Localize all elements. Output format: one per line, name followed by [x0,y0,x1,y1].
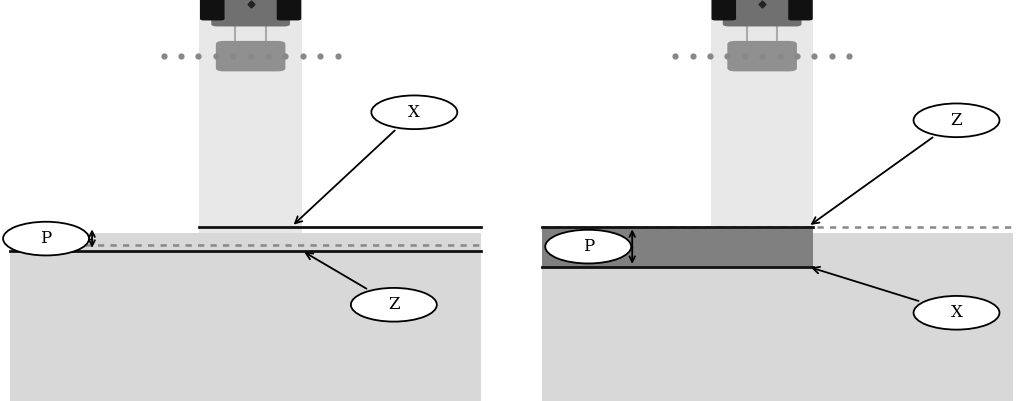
FancyBboxPatch shape [201,0,225,20]
Bar [542,227,813,267]
FancyBboxPatch shape [722,0,802,26]
Text: Z: Z [388,296,400,313]
FancyBboxPatch shape [276,0,301,20]
FancyBboxPatch shape [712,0,737,20]
FancyBboxPatch shape [727,41,797,71]
FancyBboxPatch shape [216,41,285,71]
Circle shape [914,296,999,330]
Text: P: P [41,230,51,247]
Bar [10,233,481,401]
Circle shape [351,288,437,322]
Circle shape [914,103,999,137]
Bar [542,233,1013,401]
Circle shape [3,222,89,255]
FancyBboxPatch shape [789,0,813,20]
Bar [711,0,813,233]
Circle shape [371,95,457,129]
Text: P: P [583,238,593,255]
Text: Z: Z [950,112,963,129]
FancyBboxPatch shape [211,0,291,26]
Bar [199,0,302,233]
Circle shape [545,230,631,263]
Text: X: X [950,304,963,321]
Text: X: X [408,104,420,121]
